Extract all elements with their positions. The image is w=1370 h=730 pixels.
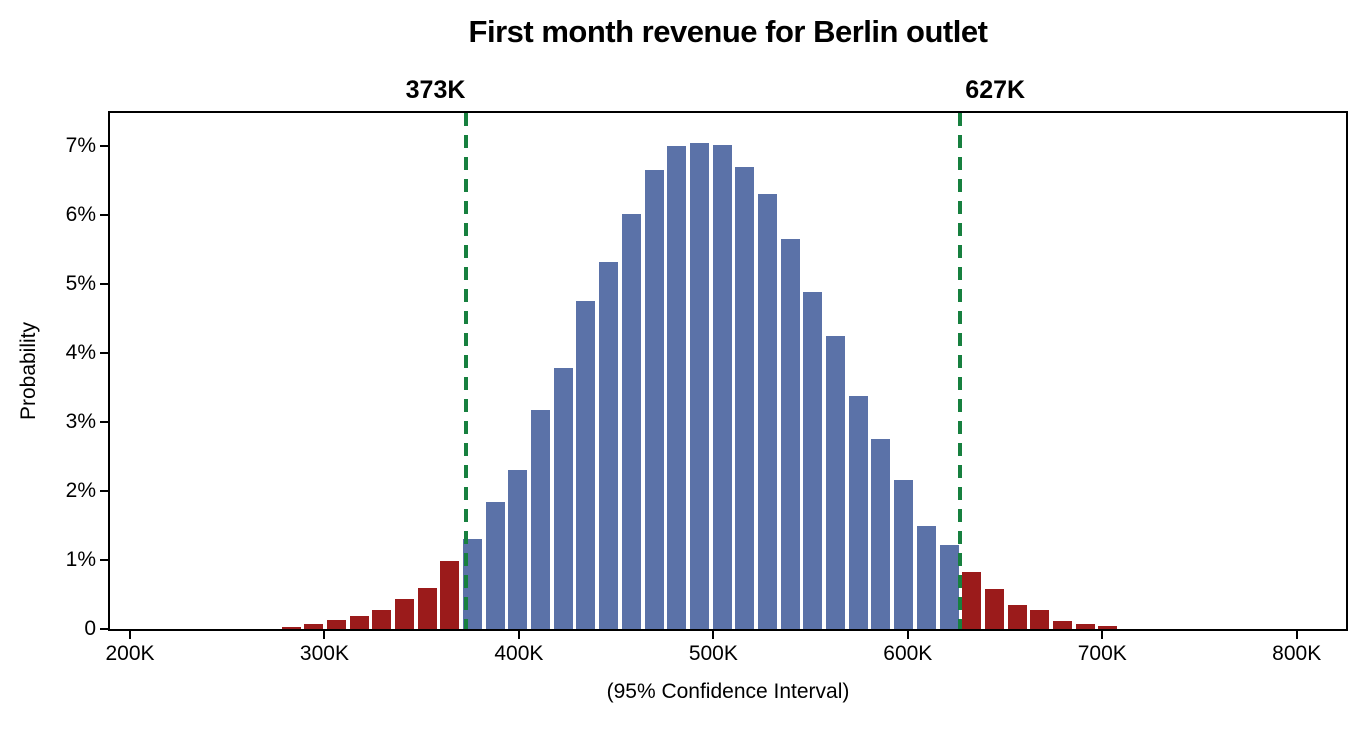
histogram-bar	[440, 561, 460, 629]
histogram-bar	[1075, 624, 1095, 629]
x-tick-label: 300K	[299, 642, 349, 665]
y-tick-mark	[100, 283, 108, 285]
y-tick-label: 5%	[65, 272, 96, 295]
x-tick-mark	[129, 631, 131, 639]
x-tick-label: 700K	[1077, 642, 1127, 665]
x-tick-mark	[1101, 631, 1104, 639]
histogram-bar	[599, 261, 619, 629]
histogram-bar	[1007, 604, 1027, 629]
histogram-bar	[757, 193, 777, 629]
histogram-bar	[984, 588, 1004, 629]
histogram-bar	[916, 525, 936, 629]
y-tick-mark	[100, 559, 108, 561]
histogram-bar	[780, 239, 800, 629]
chart-title: First month revenue for Berlin outlet	[468, 14, 988, 49]
histogram-bar	[735, 167, 755, 629]
x-tick-mark	[517, 631, 520, 639]
histogram-bar	[621, 214, 641, 629]
histogram-bar	[576, 300, 596, 629]
ci-line-high	[958, 113, 963, 629]
histogram-bar	[939, 544, 959, 629]
ci-line-low	[464, 113, 469, 629]
histogram-bar	[395, 599, 415, 629]
histogram-bar	[962, 571, 982, 629]
histogram-bar	[712, 144, 732, 629]
y-tick-mark	[100, 145, 108, 147]
histogram-bar	[531, 409, 551, 629]
histogram-bar	[871, 439, 891, 629]
y-tick-label: 7%	[65, 134, 96, 157]
y-tick-mark	[100, 352, 108, 354]
x-axis-label: (95% Confidence Interval)	[606, 680, 850, 703]
histogram-bar	[508, 469, 528, 629]
histogram-bar	[281, 626, 301, 629]
histogram-bar	[825, 335, 845, 629]
histogram-bar	[803, 292, 823, 629]
y-tick-label: 0	[84, 617, 96, 640]
y-tick-mark	[100, 421, 108, 423]
x-tick-label: 600K	[883, 642, 933, 665]
x-tick-label: 200K	[105, 642, 155, 665]
histogram-bar	[372, 610, 392, 629]
histogram-bar	[644, 170, 664, 629]
y-tick-mark	[100, 490, 108, 492]
x-tick-mark	[906, 631, 909, 639]
histogram-bar	[667, 146, 687, 629]
histogram-bar	[327, 620, 346, 629]
histogram-bar	[1030, 610, 1050, 629]
y-tick-label: 3%	[65, 410, 96, 433]
histogram-bar	[1098, 625, 1118, 629]
x-tick-label: 400K	[494, 642, 544, 665]
ci-lower-bound-label: 373K	[405, 76, 466, 104]
x-tick-mark	[712, 631, 715, 639]
x-tick-mark	[323, 631, 326, 639]
histogram-bar	[349, 615, 369, 629]
histogram-bar	[848, 395, 868, 629]
histogram-bar	[304, 624, 324, 629]
y-tick-mark	[100, 628, 108, 630]
y-tick-label: 4%	[65, 341, 96, 364]
ci-upper-bound-label: 627K	[965, 76, 1026, 104]
y-tick-label: 6%	[65, 203, 96, 226]
histogram-bar	[894, 479, 914, 629]
y-tick-mark	[100, 214, 108, 216]
plot-area	[108, 111, 1348, 631]
histogram-bar	[689, 142, 709, 629]
histogram-bar	[1052, 620, 1072, 629]
x-tick-mark	[1295, 631, 1298, 639]
y-tick-label: 1%	[65, 548, 96, 571]
x-tick-label: 500K	[688, 642, 738, 665]
y-tick-label: 2%	[65, 479, 96, 502]
histogram-bar	[417, 588, 437, 629]
x-tick-label: 800K	[1272, 642, 1322, 665]
histogram-bar	[485, 502, 505, 629]
histogram-bar	[553, 368, 573, 629]
